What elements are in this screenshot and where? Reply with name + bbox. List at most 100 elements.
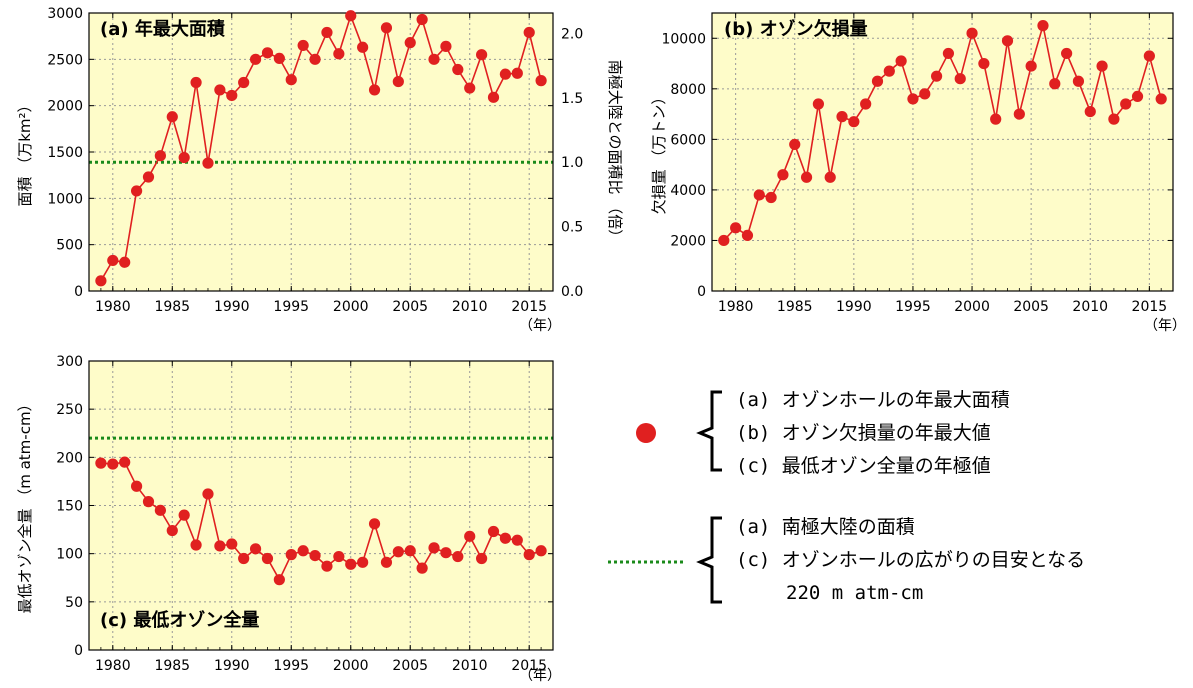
data-point [990,113,1002,125]
data-point [464,82,476,94]
legend-marker-line-c: (c) 最低オゾン全量の年極値 [736,455,991,477]
y-tick-label: 2000 [670,233,706,249]
legend-line-line-a: (a) 南極大陸の面積 [736,516,915,538]
y2-tick-label: 1.0 [561,155,583,171]
data-point [285,549,297,561]
data-point [321,560,333,572]
data-point [848,116,860,128]
data-point [978,57,990,70]
data-point [476,49,488,61]
data-point [368,84,381,96]
panel-b-deficit-chart: 1980 1985 1990 1995 2000 2005 2010 2015 0 2000 400… [650,12,1186,334]
data-point [523,26,535,39]
x-tick-label: 2005 [392,299,428,315]
data-point [800,171,813,183]
data-point [789,138,801,151]
data-point [452,63,464,76]
data-point [499,68,512,80]
y-axis-label: 欠損量 （万トン） [650,90,668,215]
y-tick-label: 200 [56,450,83,466]
panel-title: (b) オゾン欠損量 [724,18,868,40]
x-tick-label: 1985 [777,299,813,315]
data-point [428,53,440,65]
red-dot-icon [636,423,656,443]
x-tick-label: 2000 [333,299,369,315]
data-point [380,22,393,34]
data-point [392,75,404,88]
legend-brace-top [696,390,722,472]
y-tick-label: 3000 [47,6,83,22]
data-point [345,10,357,22]
data-point [380,556,393,568]
y-tick-label: 500 [56,238,83,254]
x-tick-label: 2015 [1132,299,1168,315]
data-point [178,509,190,521]
data-point [871,75,884,87]
y2-axis-label: 南極大陸との面積比 （倍） [606,60,624,245]
data-point [130,480,143,492]
data-point [107,458,119,470]
data-point [154,504,166,516]
data-point [309,549,321,562]
data-point [214,84,226,96]
y-tick-label: 2000 [47,99,83,115]
x-axis-unit-label: （年） [1144,318,1186,334]
y-tick-label: 150 [56,499,83,515]
x-tick-label: 2010 [452,658,488,674]
y-tick-label: 0 [74,643,83,659]
x-tick-label: 1995 [273,299,309,315]
data-point [142,496,155,508]
data-point [214,540,226,552]
y-tick-label: 50 [65,595,83,611]
data-point [883,65,895,77]
data-point [753,189,765,201]
data-point [765,191,777,204]
data-point [440,40,452,52]
data-point [966,27,978,39]
data-point [357,41,369,53]
data-point [345,558,357,570]
panel-a-area-chart: 1980 1985 1990 1995 2000 2005 2010 2015 0 500 1000… [16,6,624,334]
data-point [464,530,476,542]
data-point [942,47,955,60]
x-tick-label: 1995 [273,658,309,674]
data-point [476,552,488,565]
data-point [226,538,238,550]
data-point [523,549,535,561]
y-tick-label: 0 [697,284,706,300]
data-point [202,157,214,169]
data-point [333,48,345,60]
data-point [777,169,789,181]
data-point [249,543,262,555]
data-point [416,562,428,574]
data-point [730,222,742,234]
data-point [119,456,131,468]
data-point [1155,93,1167,105]
y-axis-label: 最低オゾン全量 （m atm-cm） [16,396,34,613]
legend-line-line-c: (c) オゾンホールの広がりの目安となる [736,549,1085,571]
x-tick-label: 1980 [95,658,131,674]
data-point [273,52,285,65]
data-point [178,151,190,164]
legend: (a) オゾンホールの年最大面積 (b) オゾン欠損量の年最大値 (c) 最低オ… [608,389,1085,604]
plot-frame [711,12,1174,292]
data-point [440,547,452,559]
data-point [824,171,836,183]
data-point [190,76,202,89]
data-point [154,150,166,162]
data-point [954,73,966,85]
data-point [404,37,416,49]
data-point [416,13,428,26]
data-point [1131,90,1144,102]
x-tick-label: 1985 [154,299,190,315]
data-point [130,185,143,197]
data-point [836,111,848,123]
panel-title: (c) 最低オゾン全量 [100,609,259,631]
legend-brace-bottom [696,516,722,604]
y2-tick-label: 0.5 [561,220,583,236]
x-tick-label: 2000 [333,658,369,674]
data-point [95,457,107,469]
y-tick-label: 1500 [47,145,83,161]
data-point [297,545,309,557]
data-point [895,55,907,67]
